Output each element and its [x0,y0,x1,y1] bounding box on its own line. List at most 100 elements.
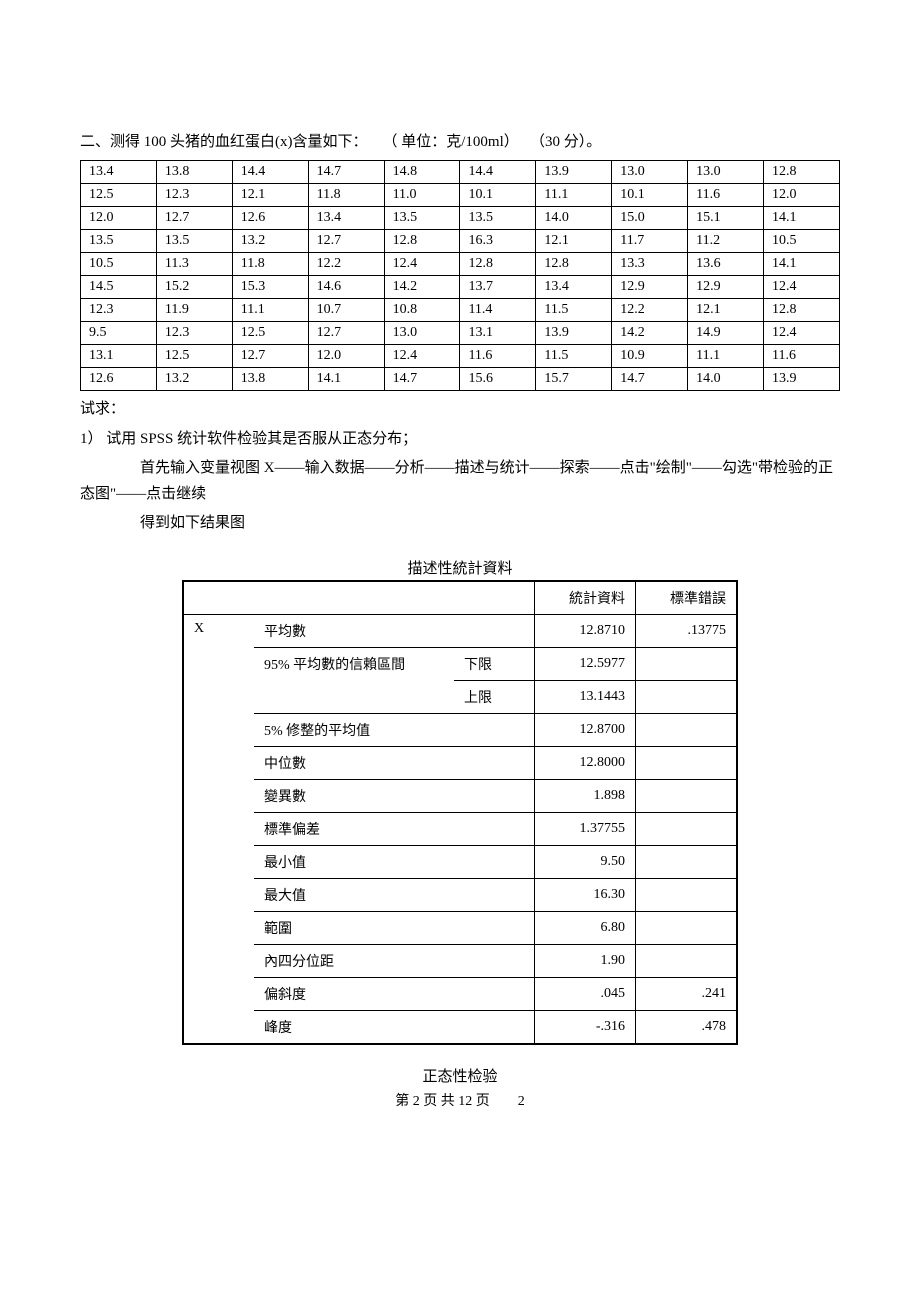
data-cell: 11.5 [536,345,612,368]
data-cell: 12.7 [308,230,384,253]
stats-error-cell [636,911,738,944]
data-cell: 11.2 [688,230,764,253]
data-cell: 12.9 [688,276,764,299]
data-cell: 13.2 [232,230,308,253]
data-cell: 15.7 [536,368,612,391]
table-row: 12.613.213.814.114.715.615.714.714.013.9 [81,368,840,391]
stats-error-cell [636,779,738,812]
stats-value-cell: 13.1443 [535,680,636,713]
data-cell: 11.7 [612,230,688,253]
data-cell: 13.0 [688,161,764,184]
data-cell: 15.2 [156,276,232,299]
stats-sublabel-cell [454,845,535,878]
data-cell: 10.5 [764,230,840,253]
data-cell: 13.5 [81,230,157,253]
table-row: 13.112.512.712.012.411.611.510.911.111.6 [81,345,840,368]
data-cell: 12.0 [308,345,384,368]
stats-label-cell: 範圍 [254,911,454,944]
data-cell: 12.7 [232,345,308,368]
data-cell: 13.3 [612,253,688,276]
data-cell: 15.3 [232,276,308,299]
stats-label-cell: 偏斜度 [254,977,454,1010]
data-cell: 14.0 [536,207,612,230]
data-cell: 14.1 [764,253,840,276]
data-cell: 14.1 [308,368,384,391]
data-cell: 13.5 [384,207,460,230]
data-cell: 13.9 [536,322,612,345]
stats-error-cell [636,746,738,779]
stats-sublabel-cell: 上限 [454,680,535,713]
data-cell: 14.5 [81,276,157,299]
data-cell: 12.9 [612,276,688,299]
table-row: 範圍 6.80 [183,911,737,944]
stats-label-cell: 峰度 [254,1010,454,1044]
stats-value-cell: 6.80 [535,911,636,944]
stats-sublabel-cell [454,977,535,1010]
data-cell: 10.1 [460,184,536,207]
stats-header-err: 標準錯誤 [636,581,738,615]
table-row: 標準偏差1.37755 [183,812,737,845]
data-cell: 14.7 [384,368,460,391]
data-cell: 12.1 [688,299,764,322]
stats-header-stat: 統計資料 [535,581,636,615]
stats-value-cell: 12.8710 [535,614,636,647]
data-cell: 13.1 [81,345,157,368]
table-row: 9.512.312.512.713.013.113.914.214.912.4 [81,322,840,345]
data-cell: 13.8 [156,161,232,184]
data-cell: 14.2 [384,276,460,299]
data-cell: 13.6 [688,253,764,276]
data-cell: 13.4 [536,276,612,299]
data-cell: 12.8 [764,299,840,322]
question-prefix: 二、测得 100 头猪的血红蛋白(x)含量如下： [80,134,368,150]
data-cell: 12.6 [232,207,308,230]
stats-label-cell: 標準偏差 [254,812,454,845]
question-score: （30 分）。 [530,134,601,150]
instruction-line-4: 得到如下结果图 [80,511,840,537]
table-row: 13.513.513.212.712.816.312.111.711.210.5 [81,230,840,253]
stats-variable-cell: X [183,614,254,1044]
data-cell: 12.5 [156,345,232,368]
stats-error-cell [636,878,738,911]
stats-error-cell [636,647,738,680]
stats-error-cell [636,713,738,746]
data-cell: 12.1 [232,184,308,207]
data-cell: 15.0 [612,207,688,230]
data-cell: 12.4 [764,276,840,299]
stats-sublabel-cell [454,746,535,779]
data-cell: 10.8 [384,299,460,322]
table-row: 12.012.712.613.413.513.514.015.015.114.1 [81,207,840,230]
data-cell: 14.8 [384,161,460,184]
stats-error-cell: .13775 [636,614,738,647]
data-cell: 12.2 [612,299,688,322]
stats-error-cell [636,845,738,878]
data-cell: 14.2 [612,322,688,345]
stats-table-title: 描述性統計資料 [80,557,840,578]
data-cell: 13.1 [460,322,536,345]
stats-value-cell: 16.30 [535,878,636,911]
stats-sublabel-cell [454,944,535,977]
data-cell: 11.8 [232,253,308,276]
data-cell: 13.5 [156,230,232,253]
stats-sublabel-cell [454,713,535,746]
data-cell: 13.4 [81,161,157,184]
data-cell: 12.0 [81,207,157,230]
question-header: 二、测得 100 头猪的血红蛋白(x)含量如下： （ 单位：克/100ml） （… [80,130,840,154]
data-cell: 14.0 [688,368,764,391]
data-cell: 11.6 [764,345,840,368]
data-cell: 12.4 [384,253,460,276]
data-cell: 12.6 [81,368,157,391]
data-cell: 13.8 [232,368,308,391]
stats-label-cell: 變異數 [254,779,454,812]
data-cell: 11.1 [688,345,764,368]
stats-value-cell: .045 [535,977,636,1010]
data-cell: 13.0 [612,161,688,184]
stats-label-cell: 最小值 [254,845,454,878]
table-row: 內四分位距1.90 [183,944,737,977]
stats-label-cell: 內四分位距 [254,944,454,977]
stats-sublabel-cell [454,614,535,647]
data-cell: 12.8 [384,230,460,253]
instruction-line-1: 试求： [80,397,840,423]
table-row: X平均數12.8710.13775 [183,614,737,647]
data-cell: 10.7 [308,299,384,322]
data-grid-table: 13.413.814.414.714.814.413.913.013.012.8… [80,160,840,391]
